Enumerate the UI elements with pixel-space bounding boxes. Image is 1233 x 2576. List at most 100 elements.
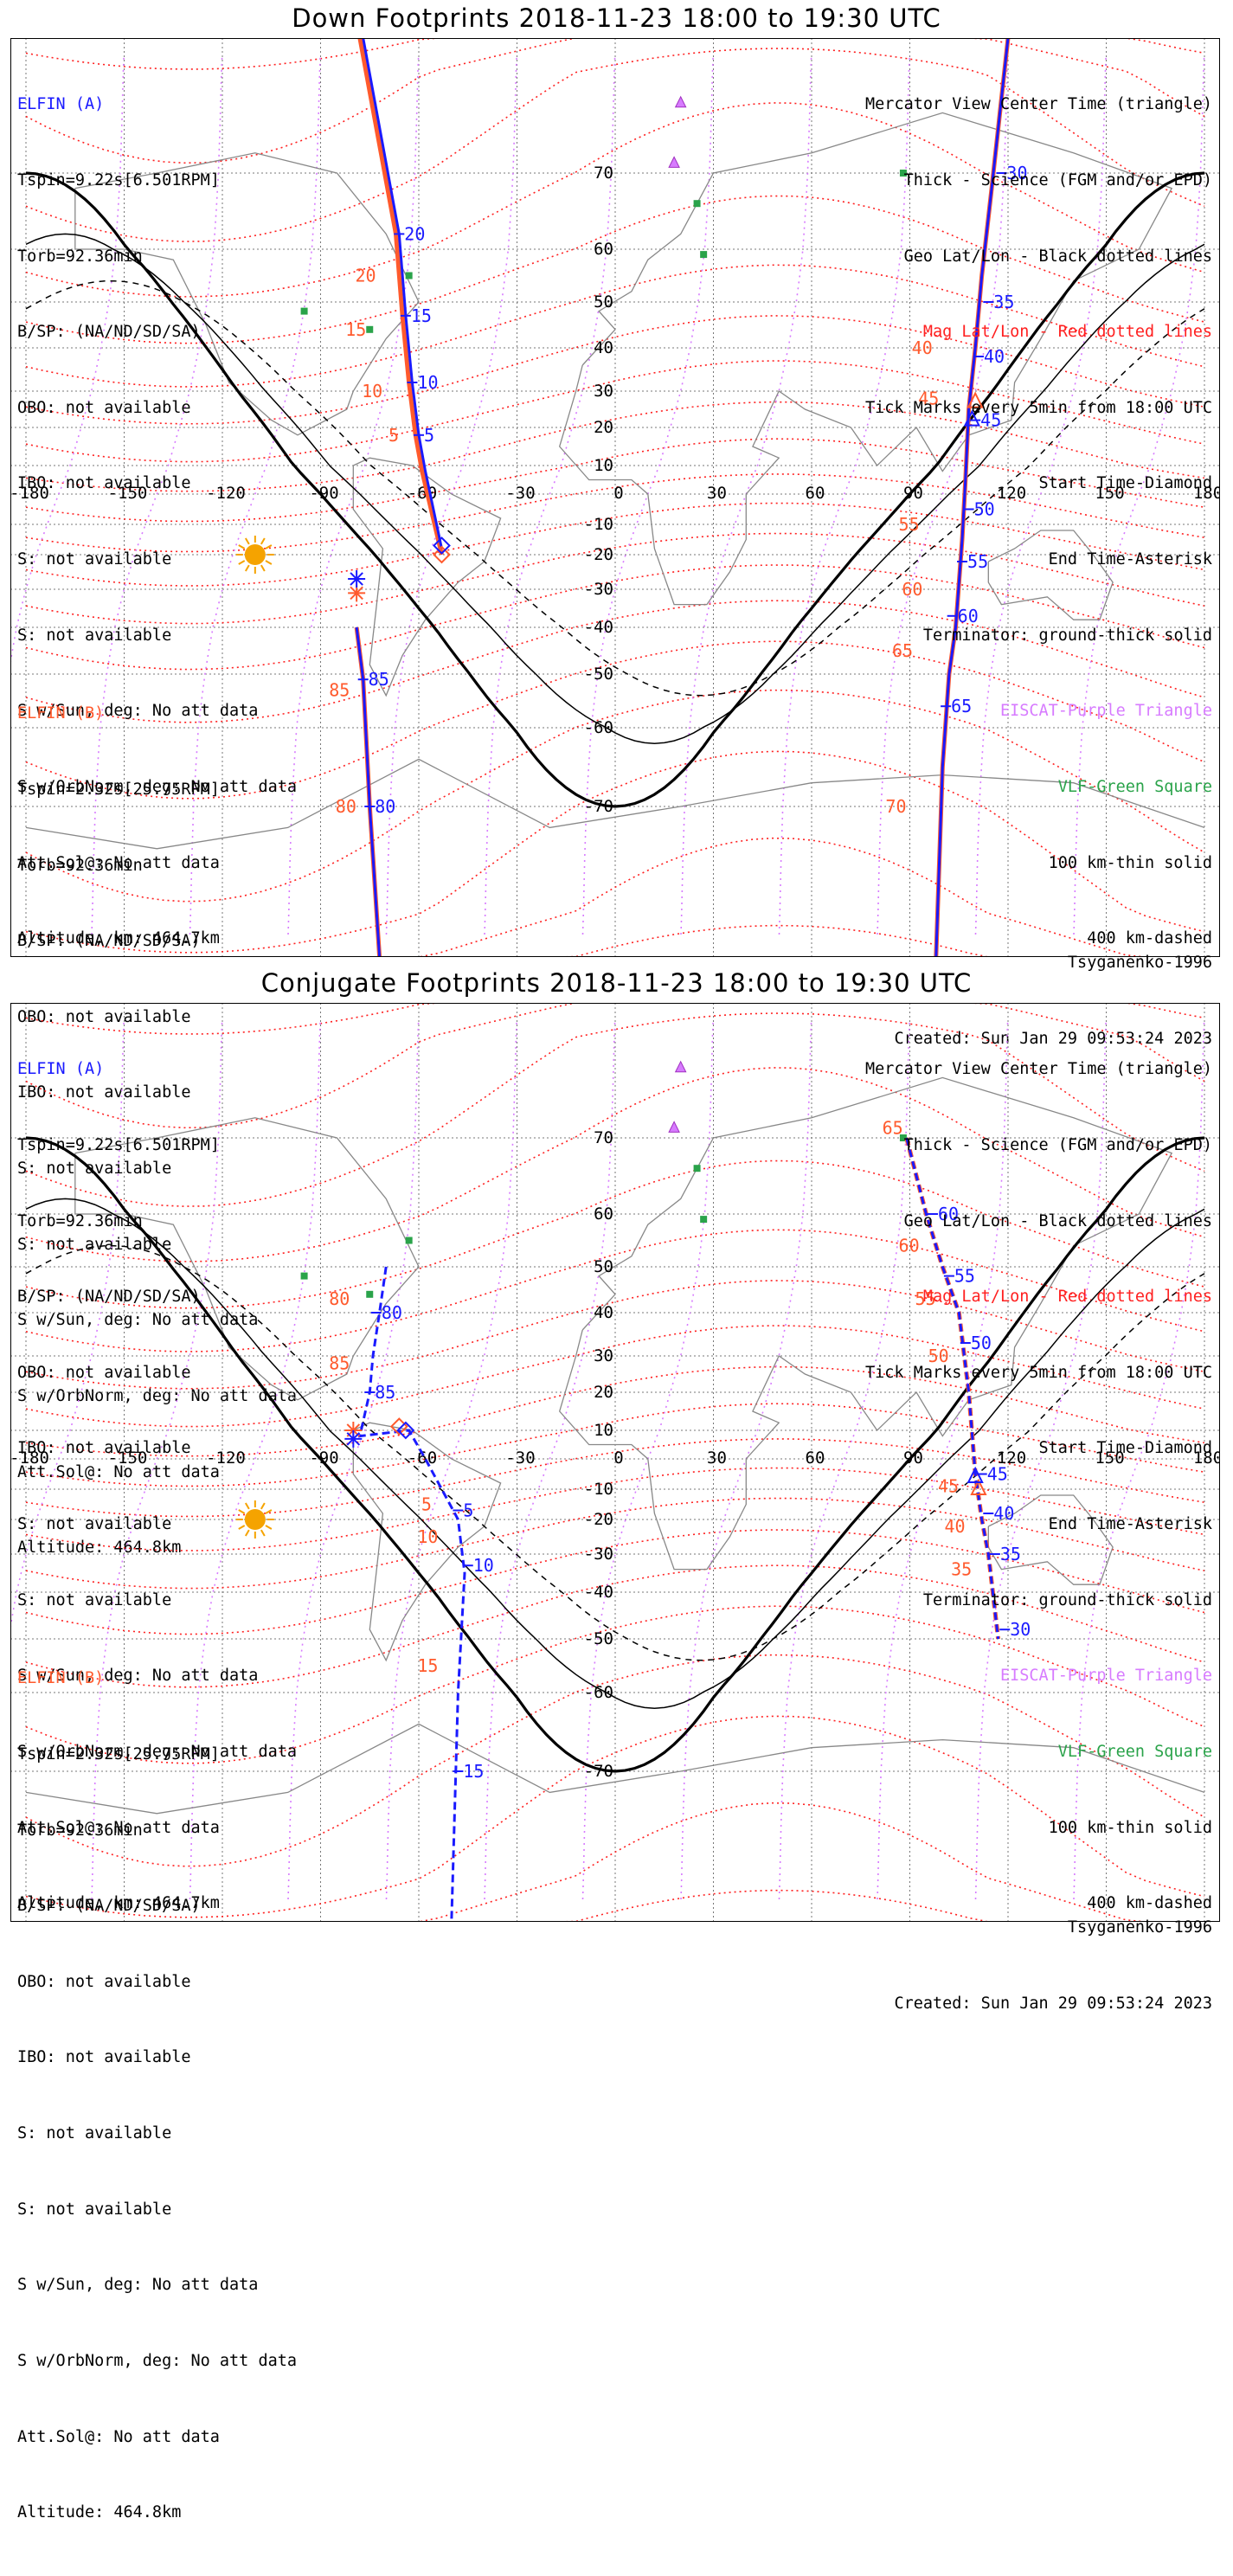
info-line: OBO: not available [17, 398, 191, 417]
continent-outline [558, 112, 1173, 606]
terminator-400km [25, 1244, 1205, 1661]
elfin-b-tick-label: 80 [329, 1288, 350, 1309]
sun-ray [260, 1502, 266, 1510]
info-line: S w/OrbNorm, deg: No att data [17, 2351, 298, 2370]
lat-tick-label: 60 [594, 1204, 613, 1224]
elfin-b-tick-label: 20 [356, 266, 376, 286]
model-name: Tsyganenko-1996 [1067, 1918, 1212, 1937]
lat-tick-label: -30 [584, 580, 613, 599]
vlf-square-icon [899, 1134, 907, 1141]
sun-ray [238, 560, 246, 565]
elfin-b-tick-label: 50 [928, 1346, 949, 1366]
legend-item: EISCAT-Purple Triangle [999, 702, 1212, 721]
continent-outline [987, 1494, 1114, 1585]
map-footer: Tsyganenko-1996 Created: Sun Jan 29 09:5… [894, 1865, 1212, 2067]
info-line: Att.Sol@: No att data [17, 2427, 220, 2446]
legend-item: Mercator View Center Time (triangle) [865, 95, 1212, 114]
mag-lat-line [25, 1325, 1205, 1428]
info-line: Altitude, km: 464.7km [17, 929, 220, 948]
mag-lat-line [25, 1715, 1205, 1918]
continent-outline [25, 1723, 1205, 1815]
asterisk-ray [350, 572, 363, 586]
elfin-a-tick-label: 35 [993, 292, 1014, 312]
info-line: Att.Sol@: No att data [17, 1818, 220, 1837]
lat-tick-label: -20 [584, 545, 613, 564]
lat-tick-label: -10 [584, 515, 613, 534]
legend-item: Mag Lat/Lon - Red dotted lines [922, 1288, 1212, 1307]
lat-tick-label: 50 [594, 292, 613, 312]
asterisk-ray [346, 1432, 361, 1446]
lat-tick-label: 30 [594, 1346, 613, 1365]
sun-ray [244, 1529, 250, 1537]
lon-tick-label: -90 [309, 484, 338, 503]
elfin-b-info: ELFIN (B) Tspin=2.32s[25.75RPM] Torb=92.… [17, 1616, 297, 2576]
mag-lon-line [778, 55, 910, 935]
terminator-ground [25, 171, 1205, 808]
elfin-a-tick-label: 80 [375, 796, 395, 817]
elfin-b-name: ELFIN (B) [17, 704, 105, 723]
info-line: Torb=92.36min [17, 1821, 143, 1840]
lat-tick-label: 70 [594, 1128, 613, 1147]
mag-lat-line [25, 1003, 1205, 1035]
sun-ray [265, 544, 273, 549]
legend-item: Tick Marks every 5min from 18:00 UTC [865, 398, 1212, 417]
legend-item: 100 km-thin solid [1048, 853, 1212, 872]
mag-lon-line [10, 1019, 125, 1633]
mag-lat-line [25, 1403, 1205, 1487]
vlf-square-icon [700, 1216, 708, 1224]
lat-tick-label: -30 [584, 1545, 613, 1564]
mag-lat-line [25, 502, 1205, 587]
legend-item: End Time-Asterisk [1048, 1515, 1212, 1534]
info-line: S w/Sun, deg: No att data [17, 702, 259, 721]
mag-lat-line [25, 1067, 1205, 1262]
lat-tick-label: 20 [594, 418, 613, 437]
mag-lat-line [25, 38, 1205, 70]
lon-tick-label: 120 [997, 484, 1026, 503]
mag-lat-line [25, 1280, 1205, 1390]
info-line: OBO: not available [17, 1972, 191, 1991]
vlf-square-icon [366, 325, 374, 333]
map-plot: -180 -150 -120 -90 -60 -30 0 30 60 90 120 150 180 70 6… [10, 38, 1220, 957]
elfin-b-tick-label: 55 [899, 514, 920, 535]
mag-lat-line [25, 1654, 1205, 1867]
info-line: S w/Sun, deg: No att data [17, 2276, 259, 2295]
vlf-square-icon [405, 272, 413, 279]
eiscat-triangle-icon [674, 1060, 687, 1073]
legend-item: EISCAT-Purple Triangle [999, 1667, 1212, 1686]
elfin-a-track [934, 38, 1010, 957]
info-line: S w/Sun, deg: No att data [17, 1667, 259, 1686]
elfin-b-tick-label: 85 [329, 1352, 350, 1373]
elfin-b-start-diamond-icon [433, 545, 451, 564]
elfin-b-tick-label: 45 [938, 1476, 959, 1497]
elfin-a-tick-label: 85 [369, 669, 389, 690]
continent-outline [987, 530, 1114, 620]
conjugate-footprints-panel: Conjugate Footprints 2018-11-23 18:00 to… [0, 965, 1233, 2521]
mag-lat-line [26, 837, 1204, 957]
lon-tick-label: -150 [108, 1449, 148, 1468]
mag-lat-line [25, 1365, 1205, 1457]
elfin-a-tick-label: 45 [987, 1464, 1008, 1485]
continent-outline [74, 1117, 420, 1401]
lat-tick-label: -60 [584, 718, 613, 737]
vlf-square-icon [693, 1165, 701, 1172]
sun-ray [244, 564, 250, 572]
asterisk-ray [350, 586, 363, 601]
eiscat-triangle-icon [674, 95, 687, 108]
info-line: S: not available [17, 1160, 172, 1179]
elfin-b-tick-label: 15 [417, 1655, 438, 1676]
elfin-a-tick-label: 55 [954, 1266, 975, 1287]
info-line: B/SP: (NA/ND/SD/SA) [17, 932, 201, 951]
mag-lat-line [25, 315, 1205, 425]
info-line: OBO: not available [17, 1363, 191, 1382]
info-line: Tspin=2.32s[25.75RPM] [17, 781, 220, 800]
mag-lat-line [25, 532, 1205, 625]
mag-lat-line [25, 1564, 1205, 1688]
lat-tick-label: 60 [594, 240, 613, 259]
elfin-b-tick-label: 40 [912, 337, 933, 358]
lon-tick-label: 60 [806, 484, 825, 503]
info-line: Att.Sol@: No att data [17, 853, 220, 872]
elfin-a-tick-label: 5 [424, 425, 434, 446]
info-line: IBO: not available [17, 1083, 191, 1102]
vlf-square-icon [300, 1272, 308, 1280]
mag-lon-line [974, 1019, 1107, 1900]
